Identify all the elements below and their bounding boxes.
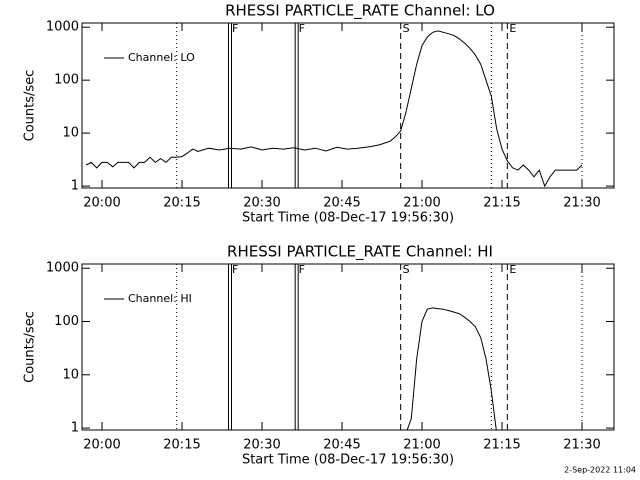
- x-tick-label: 20:45: [323, 196, 360, 211]
- x-tick-label: 21:15: [483, 196, 520, 211]
- y-tick-label: 100: [54, 314, 79, 329]
- chart-title: RHESSI PARTICLE_RATE Channel: LO: [225, 2, 495, 21]
- y-tick-label: 100: [54, 73, 79, 88]
- x-axis-label: Start Time (08-Dec-17 19:56:30): [242, 453, 454, 468]
- x-tick-label: 21:15: [483, 438, 520, 453]
- marker-label: F: [232, 22, 238, 35]
- y-tick-label: 1000: [46, 261, 79, 276]
- plot-frame: [81, 263, 615, 431]
- x-tick-label: 21:00: [403, 196, 440, 211]
- x-tick-label: 20:15: [163, 196, 200, 211]
- x-tick-label: 21:30: [563, 196, 600, 211]
- marker-label: E: [509, 263, 516, 276]
- marker-label: E: [509, 22, 516, 35]
- data-line: [85, 30, 583, 188]
- plot-frame: [81, 22, 615, 189]
- marker-label: S: [403, 22, 410, 35]
- x-tick-label: 20:15: [163, 438, 200, 453]
- x-tick-label: 20:45: [323, 438, 360, 453]
- y-tick-label: 10: [62, 126, 79, 141]
- legend-label: Channel: HI: [128, 292, 192, 305]
- marker-label: F: [232, 263, 238, 276]
- x-tick-label: 20:00: [83, 438, 120, 453]
- y-tick-label: 1: [71, 179, 79, 194]
- y-tick-label: 1000: [46, 20, 79, 35]
- x-tick-label: 20:00: [83, 196, 120, 211]
- footer: 2-Sep-2022 11:04: [564, 466, 636, 475]
- legend-label: Channel: LO: [128, 51, 195, 64]
- x-tick-label: 21:00: [403, 438, 440, 453]
- data-line: [406, 307, 497, 430]
- marker-label: F: [299, 263, 305, 276]
- y-axis-label: Counts/sec: [23, 311, 38, 383]
- x-tick-label: 21:30: [563, 438, 600, 453]
- x-tick-label: 20:30: [243, 438, 280, 453]
- y-axis-label: Counts/sec: [23, 70, 38, 142]
- x-axis-label: Start Time (08-Dec-17 19:56:30): [242, 211, 454, 226]
- marker-label: S: [403, 263, 410, 276]
- y-tick-label: 10: [62, 367, 79, 382]
- x-tick-label: 20:30: [243, 196, 280, 211]
- chart-title: RHESSI PARTICLE_RATE Channel: HI: [227, 243, 493, 262]
- y-tick-label: 1: [71, 421, 79, 436]
- marker-label: F: [299, 22, 305, 35]
